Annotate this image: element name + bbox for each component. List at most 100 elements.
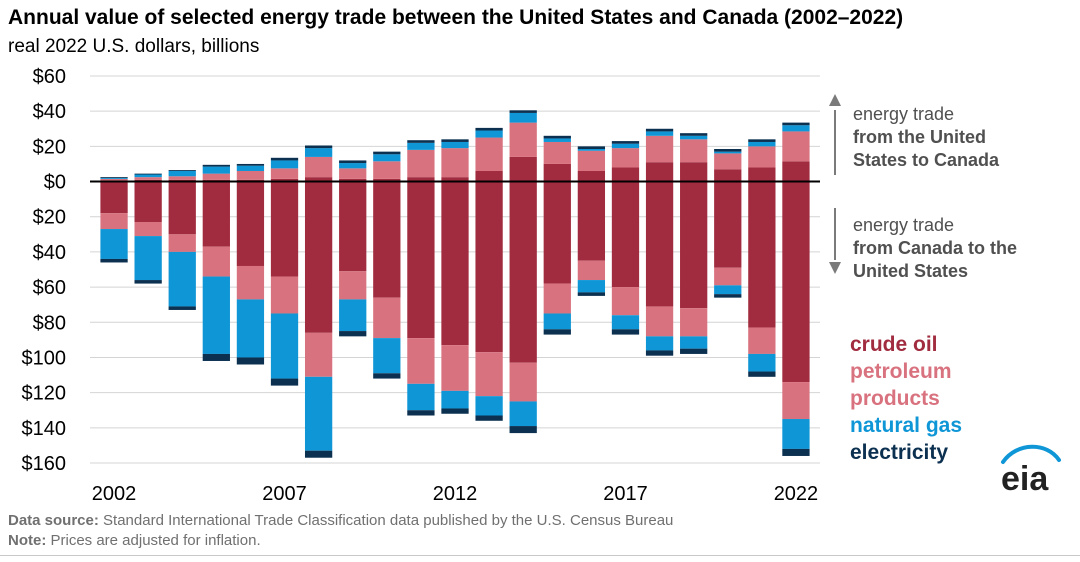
bar-import-gas	[714, 285, 742, 295]
bar-import-crude	[407, 181, 435, 339]
bar-import-gas	[168, 251, 196, 307]
bar-import-elec	[543, 329, 571, 335]
legend-natural-gas: natural gas	[850, 414, 963, 437]
bar-export-elec	[509, 110, 537, 113]
bar-import-gas	[475, 396, 503, 416]
bar-import-elec	[339, 331, 367, 337]
bar-export-gas	[714, 151, 742, 154]
bar-export-crude	[680, 162, 708, 182]
bar-import-products	[168, 234, 196, 252]
bar-export-gas	[339, 163, 367, 169]
bar-export-products	[100, 178, 128, 181]
bar-export-elec	[134, 173, 162, 175]
arrow-down-icon	[829, 208, 841, 274]
bar-import-gas	[680, 336, 708, 349]
bar-export-products	[236, 170, 265, 180]
bar-import-gas	[304, 376, 333, 451]
bar-export-crude	[611, 167, 640, 182]
bar-import-products	[134, 222, 162, 237]
bar-import-products	[577, 260, 606, 281]
bar-export-elec	[304, 145, 333, 149]
bar-import-products	[339, 271, 367, 300]
bar-export-products	[304, 156, 333, 178]
bar-import-gas	[441, 390, 469, 409]
bar-import-gas	[236, 299, 265, 358]
bar-export-gas	[304, 148, 333, 157]
bar-import-elec	[236, 357, 265, 365]
bar-import-crude	[543, 181, 571, 284]
annotation-exports-line3: States to Canada	[853, 150, 1000, 170]
bar-import-products	[202, 246, 230, 277]
footer-note-text: Prices are adjusted for inflation.	[46, 532, 261, 549]
bar-export-gas	[441, 141, 469, 149]
bar-export-products	[543, 141, 571, 164]
y-tick-label: $0	[44, 172, 66, 194]
bar-import-crude	[475, 181, 503, 353]
bar-import-gas	[782, 419, 810, 449]
bar-export-products	[373, 161, 401, 179]
bar-import-products	[543, 283, 571, 314]
bar-import-crude	[680, 181, 708, 309]
legend-products: products	[850, 387, 940, 410]
bar-import-elec	[373, 373, 401, 379]
bar-export-gas	[134, 174, 162, 178]
bar-export-crude	[645, 162, 674, 182]
chart-title: Annual value of selected energy trade be…	[8, 6, 904, 29]
eia-logo: eia	[1001, 444, 1061, 496]
bar-import-elec	[714, 294, 742, 298]
bar-export-products	[407, 149, 435, 178]
x-tick-label: 2017	[603, 483, 648, 505]
bar-export-gas	[202, 166, 230, 174]
y-tick-label: $40	[33, 242, 66, 264]
bar-export-elec	[611, 141, 640, 144]
bar-export-gas	[236, 165, 265, 171]
logo-text: eia	[1001, 460, 1049, 496]
bar-import-crude	[441, 181, 469, 346]
bar-export-products	[611, 148, 640, 168]
footer-divider	[0, 555, 1080, 556]
bar-export-gas	[509, 112, 537, 123]
bar-export-elec	[236, 163, 265, 166]
bar-import-elec	[680, 348, 708, 354]
bar-import-crude	[577, 181, 606, 261]
bar-export-products	[134, 177, 162, 180]
bar-export-products	[270, 168, 299, 179]
bar-import-gas	[202, 276, 230, 354]
footer-source: Data source: Standard International Trad…	[8, 512, 673, 529]
bar-import-elec	[202, 353, 230, 361]
bar-import-crude	[304, 181, 333, 333]
bar-export-crude	[714, 169, 742, 182]
bar-import-crude	[714, 181, 742, 268]
annotation-imports: energy trade from Canada to the United S…	[853, 214, 1017, 283]
bar-export-elec	[543, 135, 571, 139]
y-tick-label: $100	[22, 347, 67, 369]
bar-import-crude	[748, 181, 776, 328]
bar-export-elec	[100, 177, 128, 179]
bar-import-elec	[509, 426, 537, 434]
bar-export-elec	[577, 146, 606, 150]
bar-export-crude	[339, 178, 367, 182]
x-tick-label: 2002	[92, 483, 137, 505]
bar-export-crude	[748, 167, 776, 182]
bar-import-crude	[168, 181, 196, 235]
y-tick-labels: $60 $40 $20 $0 $20 $40 $60 $80 $100 $120 $140 $160	[22, 66, 67, 475]
x-tick-label: 2012	[433, 483, 478, 505]
bar-export-elec	[680, 133, 708, 136]
bar-export-products	[577, 150, 606, 171]
bar-export-elec	[441, 139, 469, 142]
annotation-imports-line2: from Canada to the	[853, 238, 1018, 258]
bar-import-gas	[509, 401, 537, 427]
bar-export-elec	[407, 140, 435, 143]
bar-import-products	[236, 265, 265, 300]
annotation-exports: energy trade from the United States to C…	[853, 103, 999, 172]
x-tick-labels: 2002 2007 2012 2017 2022	[92, 483, 818, 505]
bar-export-gas	[782, 125, 810, 132]
bar-import-elec	[270, 378, 299, 386]
bar-import-elec	[168, 306, 196, 310]
footer-source-text: Standard International Trade Classificat…	[98, 512, 674, 529]
bar-export-gas	[577, 149, 606, 151]
bar-export-elec	[782, 122, 810, 126]
x-tick-label: 2007	[262, 483, 307, 505]
bar-import-gas	[270, 313, 299, 379]
